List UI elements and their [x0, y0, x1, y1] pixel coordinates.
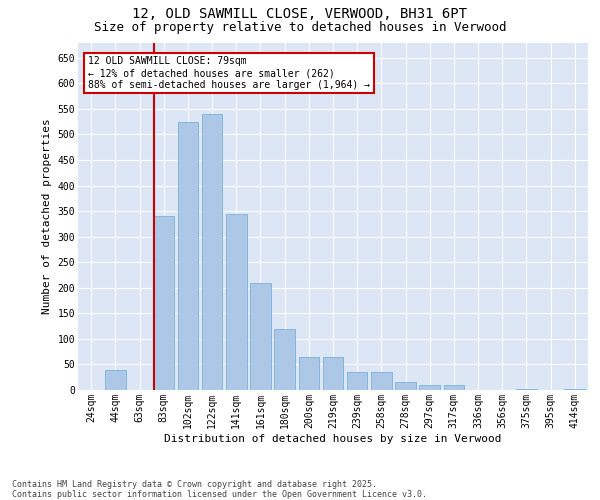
Bar	[323, 357, 343, 390]
Bar	[274, 328, 295, 390]
Bar	[202, 114, 223, 390]
Text: 12 OLD SAWMILL CLOSE: 79sqm
← 12% of detached houses are smaller (262)
88% of se: 12 OLD SAWMILL CLOSE: 79sqm ← 12% of det…	[88, 56, 370, 90]
Bar	[226, 214, 247, 390]
Y-axis label: Number of detached properties: Number of detached properties	[42, 118, 52, 314]
Bar	[395, 382, 416, 390]
Bar	[419, 385, 440, 390]
Text: 12, OLD SAWMILL CLOSE, VERWOOD, BH31 6PT: 12, OLD SAWMILL CLOSE, VERWOOD, BH31 6PT	[133, 8, 467, 22]
Text: Size of property relative to detached houses in Verwood: Size of property relative to detached ho…	[94, 21, 506, 34]
Bar	[516, 389, 536, 390]
Bar	[347, 372, 367, 390]
Text: Contains HM Land Registry data © Crown copyright and database right 2025.
Contai: Contains HM Land Registry data © Crown c…	[12, 480, 427, 499]
Bar	[565, 389, 585, 390]
Bar	[178, 122, 198, 390]
Bar	[105, 370, 126, 390]
Bar	[154, 216, 174, 390]
X-axis label: Distribution of detached houses by size in Verwood: Distribution of detached houses by size …	[164, 434, 502, 444]
Bar	[299, 357, 319, 390]
Bar	[371, 372, 392, 390]
Bar	[250, 282, 271, 390]
Bar	[443, 385, 464, 390]
